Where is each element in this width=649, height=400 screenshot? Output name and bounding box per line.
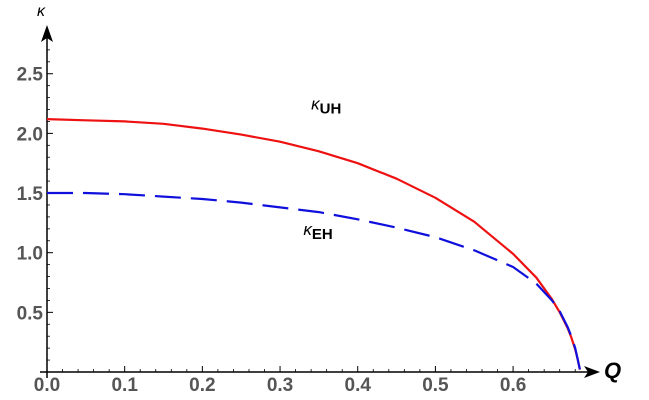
- y-tick-label: 2.5: [17, 65, 44, 86]
- x-axis-arrowhead: [584, 366, 600, 378]
- y-tick-label: 0.5: [17, 303, 44, 324]
- x-tick-label: 0.1: [111, 375, 138, 396]
- curve-label: κEH: [303, 220, 332, 243]
- axes: Q κ: [37, 3, 621, 383]
- y-tick-label: 1.0: [17, 244, 43, 265]
- x-tick-label: 0.6: [500, 375, 526, 396]
- x-axis-label: Q: [604, 358, 621, 383]
- x-ticks: 0.0 0.1 0.2 0.3 0.4 0.5 0.6: [34, 366, 576, 396]
- x-tick-label: 0.5: [422, 375, 449, 396]
- y-tick-label: 2.0: [17, 124, 43, 145]
- y-ticks: 0.5 1.0 1.5 2.0 2.5: [17, 37, 53, 361]
- curve-label: κUH: [311, 95, 341, 118]
- y-axis-label: κ: [37, 3, 46, 20]
- series-line-kappa-uh: [46, 118, 581, 370]
- curve-label-symbol: κ: [303, 220, 313, 239]
- x-tick-label: 0.0: [34, 375, 60, 396]
- x-tick-label: 0.4: [345, 375, 372, 396]
- curve-label-subscript: UH: [320, 101, 342, 118]
- series-layer: [46, 118, 581, 370]
- curve-label-subscript: EH: [312, 226, 333, 243]
- y-tick-label: 1.5: [17, 184, 44, 205]
- x-tick-label: 0.2: [189, 375, 215, 396]
- series-line-kappa-eh: [47, 191, 581, 370]
- x-tick-label: 0.3: [267, 375, 293, 396]
- curve-label-symbol: κ: [311, 95, 321, 114]
